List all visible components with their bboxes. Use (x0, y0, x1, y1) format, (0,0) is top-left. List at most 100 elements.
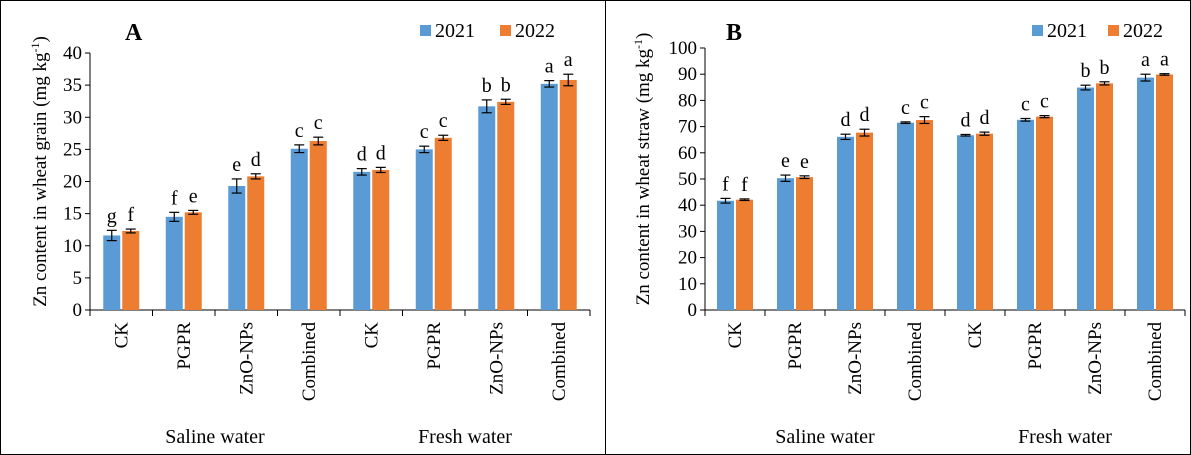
category-label: PGPR (174, 322, 195, 370)
y-axis-label-text: Zn content in wheat straw (mg kg (633, 48, 654, 305)
significance-letter: a (545, 56, 554, 78)
bar-2021 (478, 106, 496, 310)
category-label: ZnO-NPs (486, 322, 507, 395)
y-tick-label: 40 (63, 43, 82, 64)
y-axis-label-superscript: -1 (28, 43, 42, 53)
bar-2022 (497, 101, 515, 310)
category-label: PGPR (424, 322, 445, 370)
significance-letter: d (860, 104, 870, 126)
category-label: CK (725, 322, 746, 349)
bar-2022 (1036, 116, 1053, 310)
bar-2021 (897, 122, 914, 310)
y-tick-label: 70 (678, 117, 697, 138)
significance-letter: c (314, 112, 323, 134)
y-tick-label: 15 (63, 204, 82, 225)
category-label: Combined (549, 322, 570, 402)
legend-label: 2021 (435, 20, 475, 42)
significance-letter: d (357, 144, 367, 166)
y-axis-label-close: ) (633, 33, 654, 39)
category-label: PGPR (785, 322, 806, 370)
significance-letter: b (501, 74, 511, 96)
y-axis-label-close: ) (30, 36, 51, 42)
category-label: ZnO-NPs (236, 322, 257, 395)
bar-2022 (976, 133, 993, 310)
significance-letter: a (1160, 49, 1169, 71)
significance-letter: d (251, 149, 261, 171)
category-label: PGPR (1025, 322, 1046, 370)
significance-letter: c (901, 97, 910, 119)
panel-label: A (125, 20, 143, 46)
y-tick-label: 0 (688, 300, 698, 321)
panel-label: B (726, 20, 742, 46)
significance-letter: f (127, 204, 134, 226)
group-label: Fresh water (418, 426, 512, 448)
significance-letter: c (420, 121, 429, 143)
bar-2022 (796, 177, 813, 310)
y-axis-label-text: Zn content in wheat grain (mg kg (30, 52, 51, 307)
significance-letter: e (189, 185, 198, 207)
bar-2021 (165, 216, 183, 310)
bar-2022 (247, 176, 265, 310)
category-label: Combined (299, 322, 320, 402)
y-tick-label: 25 (63, 139, 82, 160)
y-axis-label: Zn content in wheat straw (mg kg-1) (631, 33, 654, 306)
bar-2021 (415, 149, 433, 310)
significance-letter: c (1021, 93, 1030, 115)
significance-letter: d (376, 142, 386, 164)
legend-label: 2022 (515, 20, 555, 42)
y-axis-label: Zn content in wheat grain (mg kg-1) (28, 36, 51, 307)
significance-letter: e (781, 150, 790, 172)
bar-2021 (290, 148, 308, 310)
y-tick-label: 100 (669, 38, 698, 59)
significance-letter: a (1141, 49, 1150, 71)
significance-letter: c (439, 110, 448, 132)
bar-2022 (184, 212, 202, 310)
y-tick-label: 20 (63, 172, 82, 193)
y-tick-label: 40 (678, 195, 697, 216)
y-tick-label: 60 (678, 143, 697, 164)
bar-2022 (736, 199, 753, 310)
group-label: Saline water (775, 426, 875, 448)
bar-2022 (434, 137, 452, 310)
group-label: Fresh water (1018, 426, 1112, 448)
significance-letter: f (171, 187, 178, 209)
y-tick-label: 5 (73, 268, 83, 289)
y-tick-label: 20 (678, 248, 697, 269)
bar-2021 (1137, 77, 1154, 310)
y-tick-label: 10 (678, 274, 697, 295)
significance-letter: b (1081, 60, 1091, 82)
legend-swatch-2022 (1108, 25, 1119, 36)
y-tick-label: 50 (678, 169, 697, 190)
bar-2022 (856, 132, 873, 310)
legend-swatch-2021 (420, 25, 431, 36)
bar-2022 (916, 120, 933, 310)
bar-2021 (1077, 87, 1094, 310)
bar-2022 (372, 169, 390, 310)
bar-2021 (837, 136, 854, 310)
legend-label: 2022 (1123, 20, 1163, 42)
significance-letter: d (841, 109, 851, 131)
significance-letter: c (920, 92, 929, 114)
category-label: CK (111, 322, 132, 349)
bar-2021 (1017, 119, 1034, 311)
significance-letter: a (564, 49, 573, 71)
y-tick-label: 0 (73, 300, 83, 321)
significance-letter: d (980, 107, 990, 129)
significance-letter: g (107, 205, 117, 227)
legend-swatch-2021 (1032, 25, 1043, 36)
bar-2022 (1096, 83, 1113, 311)
bar-2022 (309, 141, 327, 310)
legend-swatch-2022 (500, 25, 511, 36)
significance-letter: c (1040, 91, 1049, 113)
significance-letter: b (1100, 57, 1110, 79)
panel-b: 0 10 20 30 40 50 60 70 80 90 100 f e d c d c b a f e d c d c b a CK… (631, 20, 1186, 448)
bar-2021 (353, 171, 371, 310)
y-tick-label: 90 (678, 64, 697, 85)
y-tick-label: 80 (678, 90, 697, 111)
significance-letter: e (800, 151, 809, 173)
category-label: Combined (905, 322, 926, 402)
significance-letter: f (741, 174, 748, 196)
